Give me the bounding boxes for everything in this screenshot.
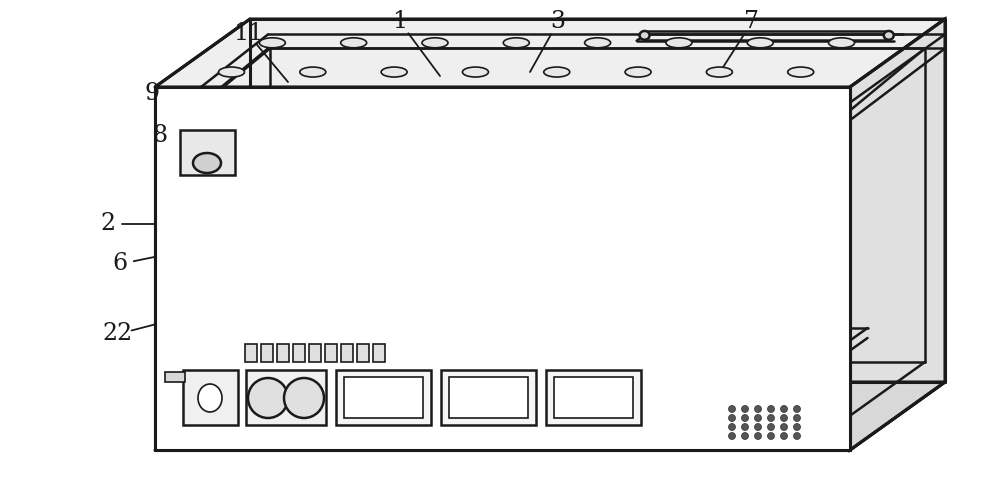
Bar — [246, 370, 326, 425]
Ellipse shape — [341, 38, 367, 48]
Ellipse shape — [544, 67, 570, 77]
Bar — [309, 344, 321, 362]
Bar — [155, 87, 850, 450]
Bar — [325, 344, 337, 362]
Ellipse shape — [755, 424, 762, 430]
Ellipse shape — [794, 405, 800, 412]
Text: 1: 1 — [392, 10, 408, 33]
Bar — [357, 344, 369, 362]
Bar — [183, 370, 238, 425]
Ellipse shape — [742, 405, 748, 412]
Bar — [441, 370, 536, 425]
Bar — [449, 377, 528, 418]
Bar — [554, 377, 633, 418]
Bar — [245, 344, 257, 362]
Ellipse shape — [794, 424, 800, 430]
Text: 11: 11 — [233, 23, 263, 45]
Ellipse shape — [768, 424, 774, 430]
Ellipse shape — [768, 405, 774, 412]
Ellipse shape — [625, 67, 651, 77]
Bar — [261, 344, 273, 362]
Ellipse shape — [742, 414, 748, 422]
Bar — [373, 344, 385, 362]
Ellipse shape — [462, 67, 488, 77]
Ellipse shape — [248, 378, 288, 418]
Ellipse shape — [585, 38, 611, 48]
Bar — [546, 370, 641, 425]
Ellipse shape — [259, 38, 285, 48]
Ellipse shape — [422, 38, 448, 48]
Ellipse shape — [794, 432, 800, 439]
Ellipse shape — [640, 31, 650, 40]
Text: 8: 8 — [152, 124, 168, 148]
Ellipse shape — [193, 153, 221, 173]
Ellipse shape — [706, 67, 732, 77]
Ellipse shape — [768, 414, 774, 422]
Ellipse shape — [381, 67, 407, 77]
Ellipse shape — [780, 414, 788, 422]
Ellipse shape — [300, 67, 326, 77]
Bar — [165, 372, 185, 382]
Text: 7: 7 — [744, 10, 760, 33]
Ellipse shape — [788, 67, 814, 77]
Ellipse shape — [742, 424, 748, 430]
Ellipse shape — [755, 405, 762, 412]
Text: 9: 9 — [144, 83, 160, 105]
Ellipse shape — [884, 31, 894, 40]
Ellipse shape — [768, 432, 774, 439]
Polygon shape — [155, 19, 945, 87]
Ellipse shape — [755, 414, 762, 422]
Bar — [180, 130, 235, 175]
Ellipse shape — [780, 424, 788, 430]
Ellipse shape — [747, 38, 773, 48]
Ellipse shape — [728, 424, 736, 430]
Ellipse shape — [728, 414, 736, 422]
Ellipse shape — [284, 378, 324, 418]
Text: 2: 2 — [100, 213, 116, 236]
Bar — [344, 377, 423, 418]
Ellipse shape — [728, 405, 736, 412]
Polygon shape — [850, 19, 945, 450]
Ellipse shape — [742, 432, 748, 439]
Ellipse shape — [198, 384, 222, 412]
Bar — [277, 344, 289, 362]
Bar — [293, 344, 305, 362]
Ellipse shape — [503, 38, 529, 48]
Bar — [336, 370, 431, 425]
Ellipse shape — [666, 38, 692, 48]
Ellipse shape — [728, 432, 736, 439]
Ellipse shape — [794, 414, 800, 422]
Bar — [341, 344, 353, 362]
Text: 22: 22 — [103, 322, 133, 345]
Ellipse shape — [780, 432, 788, 439]
Polygon shape — [155, 382, 945, 450]
Ellipse shape — [755, 432, 762, 439]
Ellipse shape — [218, 67, 244, 77]
Text: 3: 3 — [550, 10, 566, 33]
Ellipse shape — [829, 38, 855, 48]
Ellipse shape — [780, 405, 788, 412]
Text: 6: 6 — [112, 252, 128, 276]
